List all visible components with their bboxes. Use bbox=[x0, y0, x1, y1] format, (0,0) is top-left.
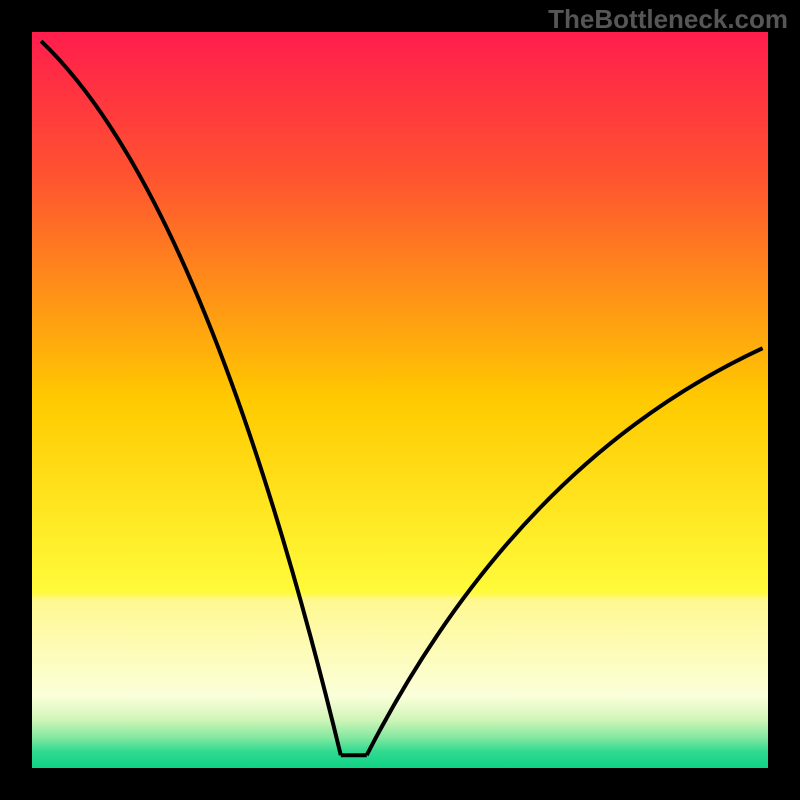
chart-frame: TheBottleneck.com bbox=[0, 0, 800, 800]
gradient-background bbox=[30, 30, 770, 770]
watermark-text: TheBottleneck.com bbox=[548, 4, 788, 35]
plot-svg bbox=[30, 30, 770, 770]
plot-area bbox=[30, 30, 770, 770]
